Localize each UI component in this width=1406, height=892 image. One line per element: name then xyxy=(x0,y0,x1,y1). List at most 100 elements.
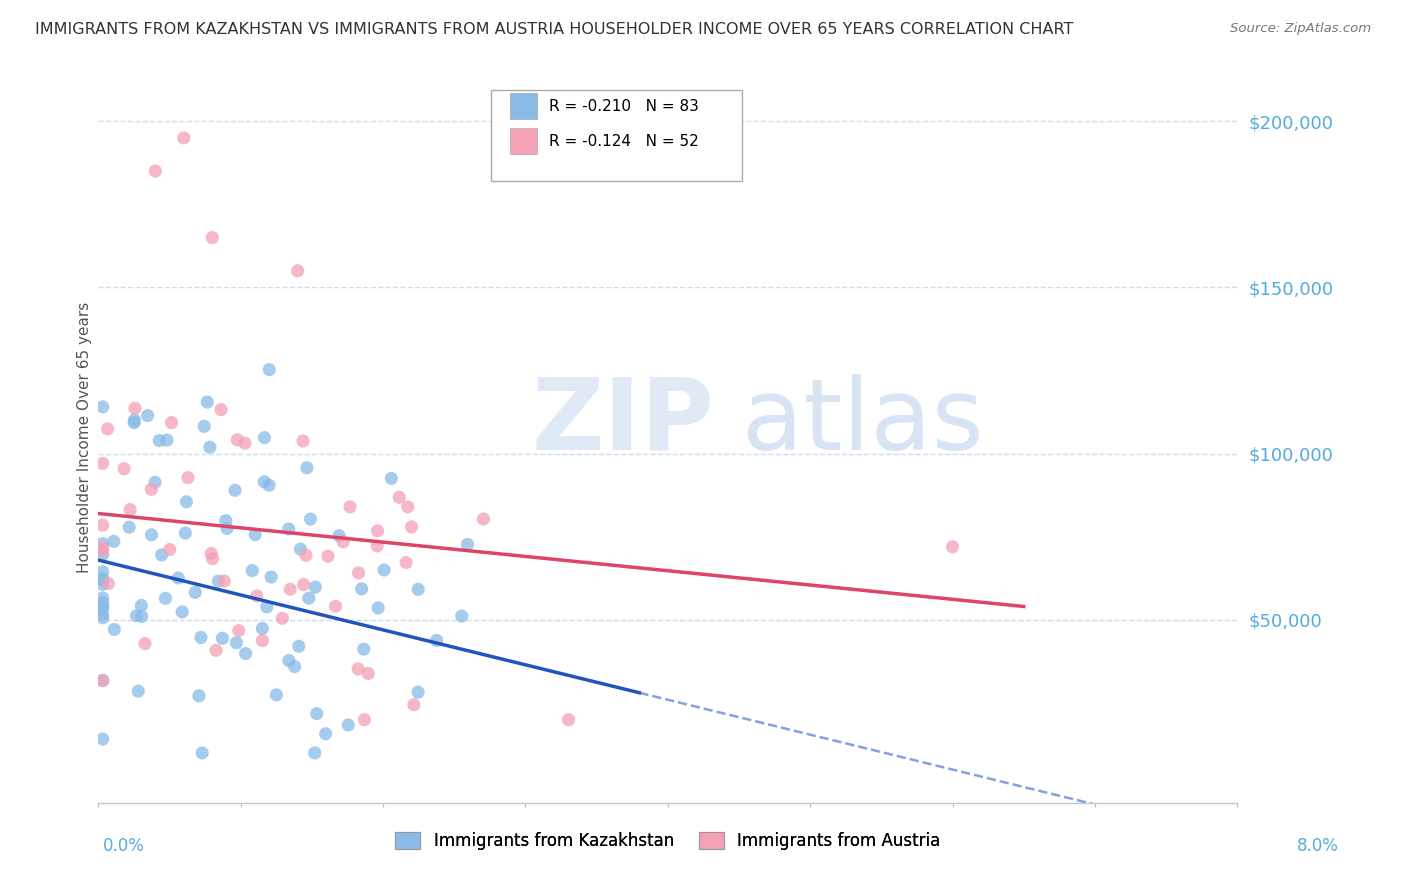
Point xyxy=(209,402,232,417)
Point xyxy=(112,461,135,475)
Point xyxy=(253,431,276,445)
Y-axis label: Householder Income Over 65 years: Householder Income Over 65 years xyxy=(77,301,91,573)
Point xyxy=(125,608,148,623)
Point xyxy=(299,512,322,526)
Point xyxy=(91,456,114,470)
Point xyxy=(136,409,159,423)
Point xyxy=(124,401,146,416)
Point xyxy=(91,599,114,614)
Text: atlas: atlas xyxy=(742,374,984,471)
Point xyxy=(118,520,141,534)
Point xyxy=(287,264,309,278)
Point xyxy=(347,566,370,580)
Point xyxy=(942,540,965,554)
Point xyxy=(305,706,328,721)
Point xyxy=(122,416,145,430)
Point xyxy=(224,483,246,498)
Point xyxy=(395,556,418,570)
Point xyxy=(145,164,167,178)
Point xyxy=(337,718,360,732)
Point xyxy=(91,591,114,605)
Point xyxy=(91,543,114,558)
Point xyxy=(167,571,190,585)
Point xyxy=(278,582,301,597)
Point xyxy=(253,475,276,489)
Point xyxy=(316,549,339,564)
Point xyxy=(325,599,347,614)
Point xyxy=(367,524,389,538)
Point xyxy=(205,643,228,657)
Point xyxy=(143,475,166,490)
Point xyxy=(191,746,214,760)
Point xyxy=(292,434,315,448)
Text: IMMIGRANTS FROM KAZAKHSTAN VS IMMIGRANTS FROM AUSTRIA HOUSEHOLDER INCOME OVER 65: IMMIGRANTS FROM KAZAKHSTAN VS IMMIGRANTS… xyxy=(35,22,1074,37)
Point xyxy=(366,539,388,553)
Point xyxy=(141,528,163,542)
Point xyxy=(367,601,389,615)
Point xyxy=(184,585,207,599)
Point xyxy=(252,633,274,648)
Point xyxy=(91,541,114,555)
Point xyxy=(277,653,299,667)
Text: ZIP: ZIP xyxy=(531,374,714,471)
Point xyxy=(472,512,495,526)
Point xyxy=(357,666,380,681)
Legend: Immigrants from Kazakhstan, Immigrants from Austria: Immigrants from Kazakhstan, Immigrants f… xyxy=(388,825,948,856)
Point xyxy=(173,131,195,145)
Point xyxy=(91,572,114,586)
Point xyxy=(426,633,449,648)
Point xyxy=(91,596,114,610)
Point xyxy=(246,589,269,603)
Point xyxy=(304,580,326,594)
Point xyxy=(141,483,163,497)
Point xyxy=(240,564,263,578)
Point xyxy=(304,746,326,760)
Point xyxy=(201,551,224,566)
Point xyxy=(225,636,247,650)
Point xyxy=(380,471,402,485)
Point xyxy=(193,419,215,434)
Point xyxy=(97,576,120,591)
Point xyxy=(284,659,307,673)
Point xyxy=(127,684,149,698)
Point xyxy=(103,623,125,637)
Point xyxy=(295,549,318,563)
Point xyxy=(91,565,114,579)
Point xyxy=(353,713,375,727)
Point xyxy=(176,495,198,509)
FancyBboxPatch shape xyxy=(509,94,537,119)
Point xyxy=(217,521,239,535)
Point xyxy=(155,591,177,606)
Point xyxy=(450,609,472,624)
Text: R = -0.124   N = 52: R = -0.124 N = 52 xyxy=(550,134,699,149)
FancyBboxPatch shape xyxy=(509,128,537,154)
Point xyxy=(120,502,142,516)
Point xyxy=(124,413,146,427)
Point xyxy=(91,518,114,533)
Point xyxy=(215,514,238,528)
Point xyxy=(233,436,256,450)
Point xyxy=(91,673,114,688)
Point xyxy=(207,574,229,589)
Point xyxy=(328,529,350,543)
Point xyxy=(201,230,224,244)
Point xyxy=(396,500,419,514)
Point xyxy=(190,631,212,645)
Point xyxy=(91,673,114,688)
Point xyxy=(277,522,299,536)
Point xyxy=(235,647,257,661)
Point xyxy=(97,422,120,436)
Point xyxy=(295,460,318,475)
Point xyxy=(177,470,200,484)
Point xyxy=(315,727,337,741)
Point xyxy=(350,582,373,596)
Point xyxy=(401,520,423,534)
Point xyxy=(211,632,233,646)
Point xyxy=(228,624,250,638)
Point xyxy=(91,400,114,414)
Point xyxy=(271,611,294,625)
Point xyxy=(402,698,425,712)
Point xyxy=(131,599,153,613)
Point xyxy=(259,362,281,376)
Point xyxy=(91,548,114,562)
